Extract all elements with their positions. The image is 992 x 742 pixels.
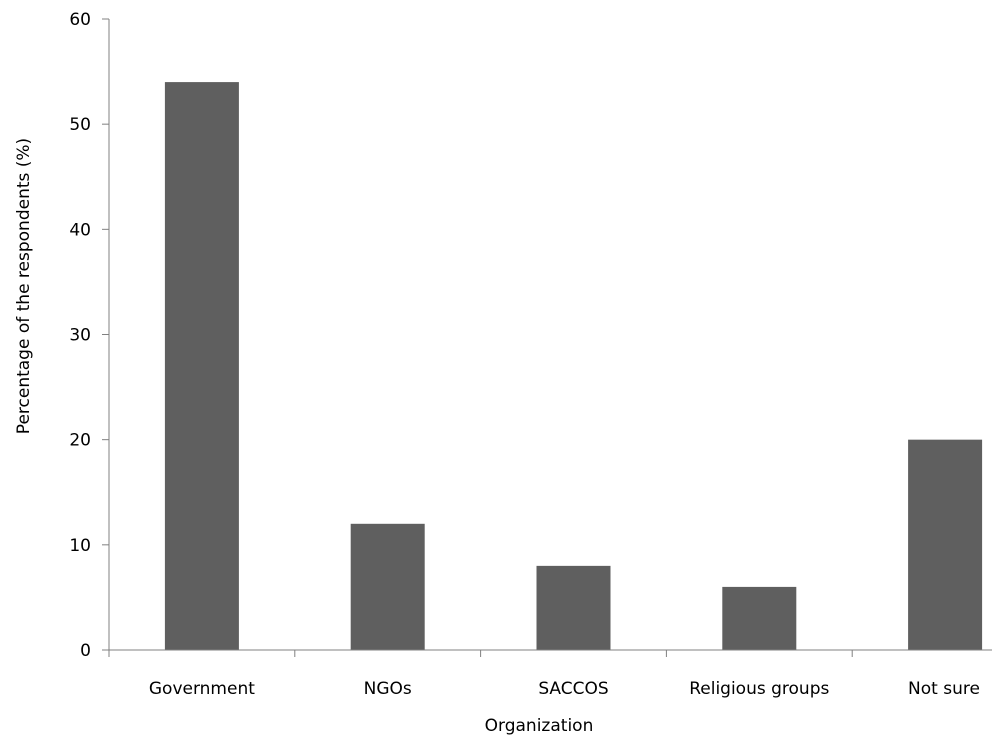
y-tick-label: 60	[69, 10, 91, 30]
bar-ngos	[350, 523, 425, 650]
x-tick-label: Not sure	[908, 679, 980, 699]
x-axis-title: Organization	[485, 716, 594, 736]
y-tick-label: 50	[69, 115, 91, 135]
y-tick-label: 0	[80, 641, 91, 661]
bar-government	[164, 82, 239, 651]
x-tick-label: NGOs	[364, 679, 412, 699]
y-tick-label: 20	[69, 431, 91, 451]
bar-saccos	[536, 565, 611, 650]
x-tick-label: SACCOS	[538, 679, 608, 699]
x-tick-label: Government	[149, 679, 255, 699]
x-tick-label: Religious groups	[689, 679, 829, 699]
bars-group	[164, 82, 983, 651]
y-axis-ticks: 0 10 20 30 40 50 60	[69, 10, 109, 661]
y-tick-label: 30	[69, 326, 91, 346]
x-axis-ticks: Government NGOs SACCOS Religious groups Not …	[108, 650, 980, 699]
bar-not-sure	[908, 439, 983, 650]
bar-religious-groups	[722, 586, 797, 650]
y-tick-label: 40	[69, 220, 91, 240]
y-tick-label: 10	[69, 536, 91, 556]
y-axis-title: Percentage of the respondents (%)	[14, 138, 34, 434]
